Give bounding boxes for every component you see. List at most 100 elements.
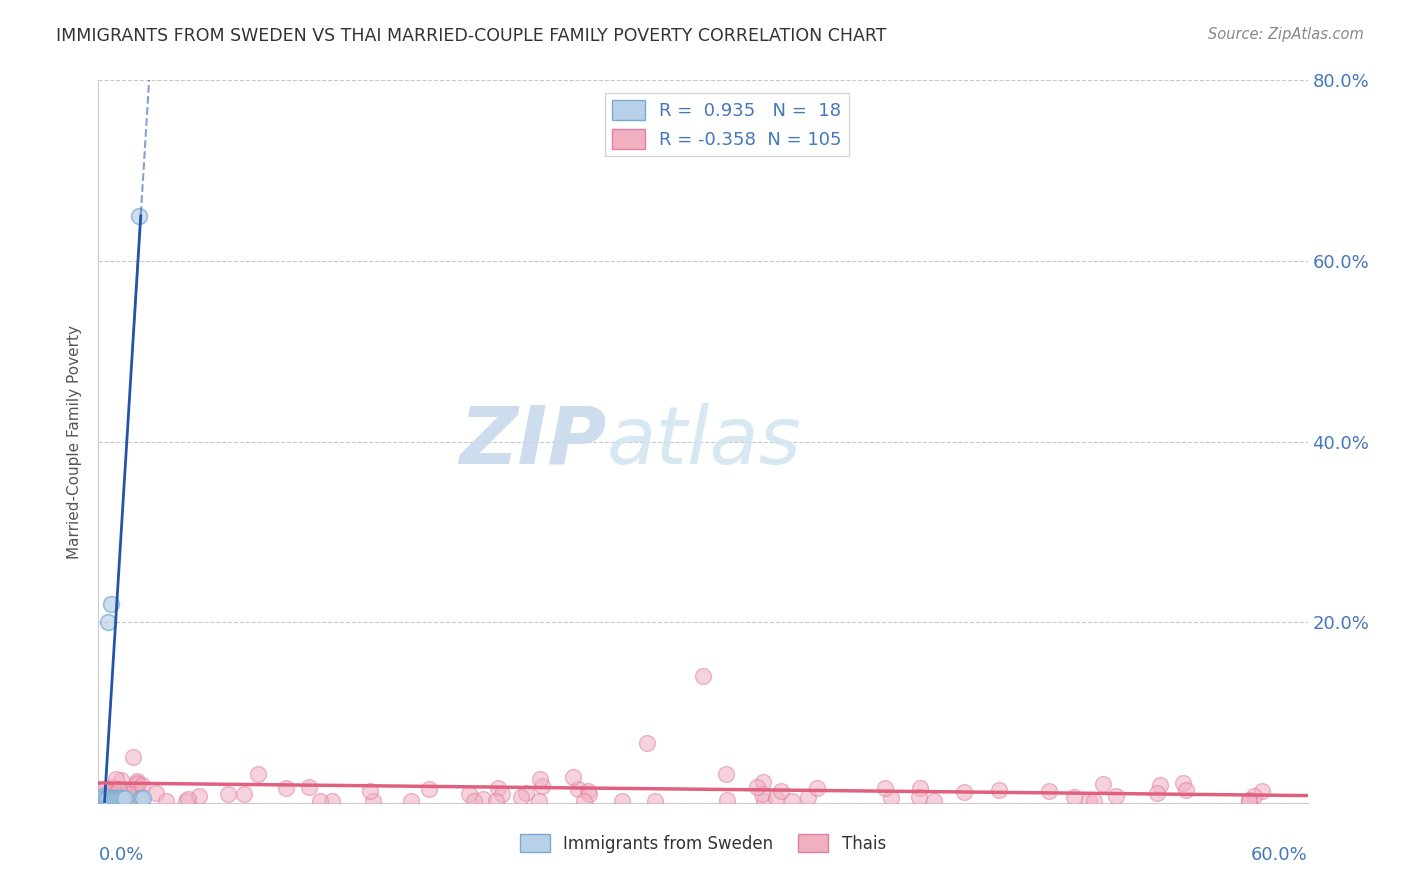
Point <box>111 791 134 805</box>
Point <box>716 793 738 807</box>
Point <box>276 780 298 795</box>
Point <box>769 784 792 798</box>
Point <box>488 780 510 795</box>
Point <box>90 794 112 808</box>
Point <box>132 791 155 805</box>
Point <box>104 772 127 787</box>
Point <box>321 794 343 808</box>
Point <box>93 791 115 805</box>
Point <box>491 787 513 801</box>
Point <box>1105 789 1128 803</box>
Point <box>145 786 167 800</box>
Point <box>97 794 120 808</box>
Point <box>118 784 141 798</box>
Point <box>103 791 125 805</box>
Point <box>91 791 114 805</box>
Point <box>122 750 145 764</box>
Point <box>127 777 149 791</box>
Point <box>104 785 127 799</box>
Point <box>107 791 129 805</box>
Point <box>572 794 595 808</box>
Point <box>110 791 132 805</box>
Point <box>110 773 132 788</box>
Point <box>529 772 551 786</box>
Point <box>108 783 131 797</box>
Point <box>97 793 120 807</box>
Point <box>1092 777 1115 791</box>
Point <box>924 794 946 808</box>
Point <box>104 787 127 801</box>
Point <box>1174 782 1197 797</box>
Point <box>115 783 138 797</box>
Point <box>531 780 554 794</box>
Point <box>908 789 931 804</box>
Point <box>97 615 120 630</box>
Point <box>101 780 124 794</box>
Point <box>359 784 381 798</box>
Point <box>104 786 127 800</box>
Point <box>1083 794 1105 808</box>
Point <box>515 786 537 800</box>
Point <box>233 787 256 801</box>
Point <box>745 780 768 794</box>
Point <box>1146 786 1168 800</box>
Point <box>103 785 125 799</box>
Point <box>104 794 127 808</box>
Point <box>128 792 150 806</box>
Point <box>177 792 200 806</box>
Point <box>96 791 118 805</box>
Point <box>1237 793 1260 807</box>
Point <box>780 794 803 808</box>
Point <box>217 787 239 801</box>
Point <box>714 766 737 780</box>
Text: 60.0%: 60.0% <box>1251 847 1308 864</box>
Point <box>880 791 903 805</box>
Point <box>174 794 197 808</box>
Legend: Immigrants from Sweden, Thais: Immigrants from Sweden, Thais <box>513 828 893 860</box>
Point <box>908 781 931 796</box>
Point <box>952 785 974 799</box>
Point <box>309 794 332 808</box>
Point <box>127 785 149 799</box>
Point <box>105 791 128 805</box>
Point <box>567 782 589 797</box>
Point <box>578 787 600 801</box>
Point <box>128 209 150 223</box>
Point <box>1171 776 1194 790</box>
Point <box>98 786 121 800</box>
Point <box>89 787 111 801</box>
Point <box>97 791 120 805</box>
Point <box>96 791 118 805</box>
Point <box>89 791 111 805</box>
Point <box>93 789 115 804</box>
Point <box>298 780 321 794</box>
Point <box>127 776 149 790</box>
Text: ZIP: ZIP <box>458 402 606 481</box>
Point <box>93 783 115 797</box>
Point <box>754 794 776 808</box>
Point <box>765 790 787 805</box>
Point <box>117 787 139 801</box>
Point <box>1038 784 1060 798</box>
Point <box>1237 794 1260 808</box>
Point <box>1077 794 1099 808</box>
Point <box>155 794 177 808</box>
Point <box>463 794 485 808</box>
Point <box>485 794 508 808</box>
Point <box>399 794 422 808</box>
Point <box>457 787 479 801</box>
Point <box>361 794 384 808</box>
Point <box>101 791 124 805</box>
Point <box>110 788 132 802</box>
Point <box>131 778 153 792</box>
Point <box>108 781 131 796</box>
Point <box>114 791 136 805</box>
Text: Source: ZipAtlas.com: Source: ZipAtlas.com <box>1208 27 1364 42</box>
Point <box>100 597 122 611</box>
Point <box>98 794 121 808</box>
Point <box>103 791 125 805</box>
Point <box>104 792 127 806</box>
Point <box>418 782 440 797</box>
Text: atlas: atlas <box>606 402 801 481</box>
Point <box>1251 784 1274 798</box>
